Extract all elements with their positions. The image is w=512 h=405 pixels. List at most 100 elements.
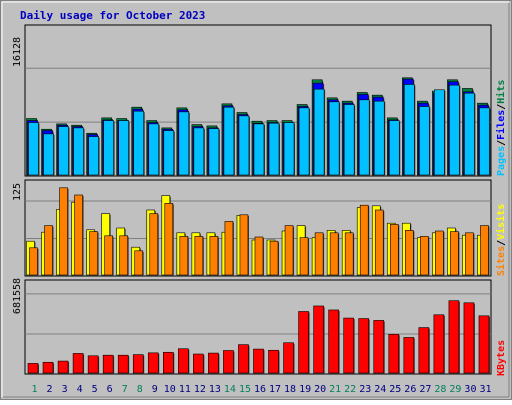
x-tick-label-day-23: 23 bbox=[359, 384, 371, 395]
bar-kbytes-day-8 bbox=[132, 354, 144, 374]
bar-pages-day-29 bbox=[449, 84, 460, 176]
bar-sites-day-7 bbox=[119, 235, 128, 276]
bar-sites-day-22 bbox=[344, 232, 354, 276]
bar-pages-day-10 bbox=[163, 130, 175, 176]
bar-kbytes-day-30 bbox=[463, 302, 475, 374]
bar-sites-day-24 bbox=[374, 209, 384, 276]
bar-pages-day-5 bbox=[88, 136, 99, 176]
x-tick-label-day-14: 14 bbox=[224, 384, 236, 395]
bar-sites-day-30 bbox=[465, 232, 474, 276]
bar-kbytes-day-25 bbox=[388, 333, 400, 374]
bar-sites-day-1 bbox=[29, 247, 38, 276]
bar-kbytes-day-5 bbox=[87, 355, 99, 374]
y-tick-label-middle: 125 bbox=[12, 183, 23, 201]
y-tick-label-top: 16128 bbox=[12, 37, 23, 67]
bar-pages-day-2 bbox=[43, 133, 54, 176]
bar-pages-day-9 bbox=[148, 123, 160, 176]
x-tick-label-day-13: 13 bbox=[209, 384, 221, 395]
x-tick-label-day-28: 28 bbox=[434, 384, 446, 395]
x-tick-label-day-10: 10 bbox=[164, 384, 176, 395]
bar-sites-day-9 bbox=[149, 213, 159, 276]
bar-sites-day-21 bbox=[329, 232, 339, 276]
bar-pages-day-31 bbox=[479, 107, 490, 176]
bar-kbytes-day-6 bbox=[102, 354, 114, 374]
x-tick-label-day-3: 3 bbox=[62, 384, 68, 395]
bar-sites-day-10 bbox=[164, 203, 174, 276]
x-tick-label-day-18: 18 bbox=[284, 384, 296, 395]
x-tick-label-day-7: 7 bbox=[122, 384, 128, 395]
bar-kbytes-day-17 bbox=[268, 349, 279, 374]
bar-sites-day-29 bbox=[450, 231, 459, 276]
x-tick-label-day-27: 27 bbox=[419, 384, 431, 395]
bar-pages-day-19 bbox=[298, 107, 310, 176]
bar-kbytes-day-22 bbox=[343, 317, 354, 374]
bar-sites-day-11 bbox=[179, 236, 189, 276]
bar-pages-day-3 bbox=[58, 126, 69, 176]
legend-hits: Hits bbox=[495, 80, 507, 104]
bar-pages-day-16 bbox=[253, 123, 265, 176]
bar-kbytes-day-23 bbox=[358, 318, 370, 374]
legend-visits: Visits bbox=[495, 204, 507, 240]
bar-sites-day-31 bbox=[480, 225, 489, 276]
bar-kbytes-day-2 bbox=[42, 361, 54, 374]
y-tick-label-bottom: 681558 bbox=[12, 278, 23, 314]
bar-kbytes-day-29 bbox=[448, 300, 460, 374]
x-tick-label-day-15: 15 bbox=[239, 384, 251, 395]
bar-pages-day-20 bbox=[313, 88, 325, 176]
bar-sites-day-15 bbox=[239, 214, 249, 276]
x-tick-label-day-8: 8 bbox=[137, 384, 143, 395]
bar-pages-day-15 bbox=[238, 115, 250, 176]
bar-sites-day-18 bbox=[284, 225, 294, 276]
bar-sites-day-14 bbox=[224, 221, 234, 276]
x-tick-label-day-30: 30 bbox=[464, 384, 476, 395]
x-tick-label-day-1: 1 bbox=[32, 384, 38, 395]
bar-sites-day-4 bbox=[74, 194, 83, 276]
bar-kbytes-day-10 bbox=[162, 351, 174, 374]
x-tick-label-day-5: 5 bbox=[92, 384, 98, 395]
bar-sites-day-8 bbox=[134, 250, 144, 276]
bar-sites-day-28 bbox=[435, 230, 444, 276]
bar-kbytes-day-21 bbox=[328, 309, 339, 374]
bar-pages-day-25 bbox=[388, 120, 400, 176]
bar-pages-day-12 bbox=[193, 127, 205, 176]
bar-sites-day-13 bbox=[209, 236, 219, 276]
legend-sep-1: / bbox=[496, 140, 507, 146]
bar-kbytes-day-4 bbox=[72, 353, 84, 374]
x-tick-label-day-6: 6 bbox=[107, 384, 113, 395]
bar-pages-day-4 bbox=[73, 127, 84, 176]
bar-pages-day-18 bbox=[283, 122, 295, 176]
bar-sites-day-23 bbox=[359, 204, 369, 276]
legend-bottom: KBytes bbox=[496, 340, 507, 376]
bar-kbytes-day-26 bbox=[403, 337, 415, 374]
x-tick-label-day-25: 25 bbox=[389, 384, 401, 395]
legend-kbytes: KBytes bbox=[496, 340, 507, 376]
bar-sites-day-3 bbox=[59, 187, 68, 276]
bar-pages-day-14 bbox=[223, 106, 235, 176]
bar-pages-day-13 bbox=[208, 128, 220, 176]
x-tick-label-day-21: 21 bbox=[329, 384, 341, 395]
chart-title: Daily usage for October 2023 bbox=[20, 9, 205, 22]
bar-kbytes-day-27 bbox=[418, 327, 430, 374]
legend-top: Pages/Files/Hits bbox=[495, 80, 507, 176]
bar-sites-day-19 bbox=[299, 237, 309, 276]
bar-pages-day-11 bbox=[178, 111, 190, 176]
sites-visits-panel bbox=[24, 179, 492, 277]
bar-kbytes-day-1 bbox=[27, 363, 39, 374]
x-tick-label-day-2: 2 bbox=[47, 384, 53, 395]
x-tick-label-day-29: 29 bbox=[449, 384, 461, 395]
bar-pages-day-6 bbox=[103, 120, 114, 176]
bar-pages-day-27 bbox=[419, 106, 430, 176]
bar-kbytes-day-14 bbox=[223, 350, 234, 374]
bar-sites-day-16 bbox=[254, 236, 264, 276]
bar-pages-day-22 bbox=[343, 104, 355, 176]
bar-sites-day-12 bbox=[194, 236, 204, 276]
bar-sites-day-5 bbox=[89, 231, 98, 276]
bar-pages-day-1 bbox=[28, 122, 39, 176]
x-tick-label-day-19: 19 bbox=[299, 384, 311, 395]
bar-sites-day-17 bbox=[269, 240, 279, 276]
x-tick-label-day-4: 4 bbox=[77, 384, 83, 395]
bar-kbytes-day-20 bbox=[313, 305, 324, 374]
bar-sites-day-27 bbox=[420, 236, 429, 276]
